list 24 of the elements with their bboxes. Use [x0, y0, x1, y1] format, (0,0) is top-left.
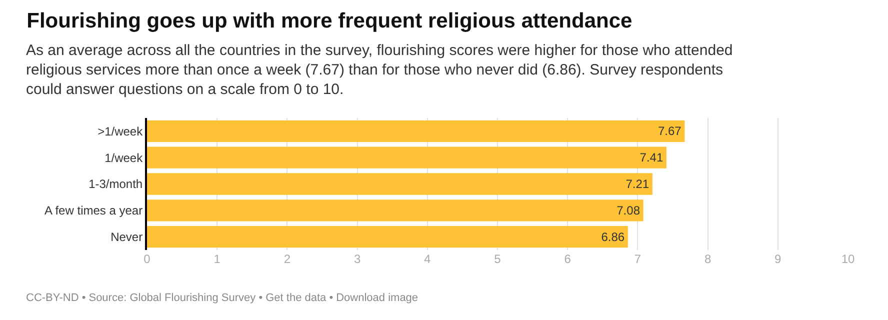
x-tick-label: 4: [424, 252, 432, 266]
data-label: 7.08: [616, 203, 640, 218]
x-tick-label: 0: [144, 252, 151, 266]
text: CC-BY-ND • Source: Global Flourishing Survey • Get the data • Download image: [26, 292, 418, 304]
x-tick-label: 9: [774, 252, 782, 266]
y-tick-label: 1-3/month: [88, 177, 143, 192]
data-label: 6.86: [601, 230, 625, 244]
y-tick-label: A few times a year: [44, 204, 143, 218]
chart-subtitle: As an average across all the countries in the survey, flourishing scores were higher for those who attended religious services more than once a week (7.67) than for those who never did (6.86). Survey respondents could answer questions on a scale from 0 to 10.: [26, 42, 733, 98]
data-label: 7.67: [658, 124, 682, 138]
x-tick-label: 7: [634, 252, 642, 266]
x-tick-label: 5: [494, 252, 502, 266]
data-label: 7.21: [626, 177, 650, 191]
y-tick-label: >1/week: [98, 124, 144, 138]
y-tick-label: 1/week: [104, 150, 144, 165]
x-tick-label: 1: [214, 252, 221, 266]
x-tick-label: 2: [284, 252, 291, 266]
y-tick-label: Never: [110, 230, 143, 244]
data-label: 7.41: [640, 150, 664, 165]
x-tick-label: 3: [354, 252, 361, 266]
x-tick-label: 10: [841, 252, 855, 266]
x-tick-label: 6: [564, 252, 572, 266]
x-tick-label: 8: [704, 252, 712, 266]
chart-title: Flourishing goes up with more frequent religious attendance: [26, 10, 632, 32]
